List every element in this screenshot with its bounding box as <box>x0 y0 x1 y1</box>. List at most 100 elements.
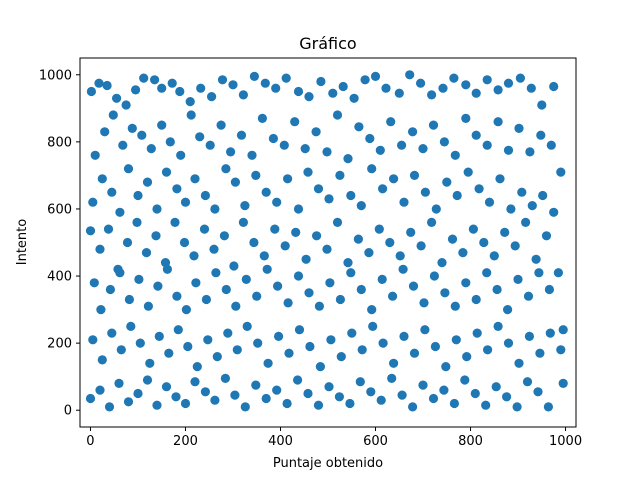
data-point <box>152 204 162 214</box>
data-point <box>162 264 172 274</box>
data-point <box>282 398 292 409</box>
data-point <box>210 204 220 214</box>
data-point <box>345 398 355 409</box>
data-point <box>103 224 114 234</box>
data-point <box>171 392 181 402</box>
chart-title: Gráfico <box>299 34 356 53</box>
data-point <box>199 224 210 234</box>
data-point <box>367 164 377 174</box>
data-point <box>365 133 375 144</box>
data-point <box>133 190 143 201</box>
data-point <box>521 217 531 227</box>
data-point <box>263 358 273 368</box>
data-point <box>461 278 471 288</box>
x-tick-label: 0 <box>86 434 94 449</box>
data-point <box>293 204 304 214</box>
x-axis-label: Puntaje obtenido <box>273 456 383 471</box>
data-point <box>544 284 555 295</box>
data-point <box>253 338 263 348</box>
data-point <box>356 201 366 211</box>
data-point <box>406 227 416 237</box>
data-point <box>471 130 481 140</box>
data-point <box>88 197 98 207</box>
data-point <box>303 167 313 177</box>
data-point <box>525 147 535 157</box>
data-point <box>517 187 527 197</box>
data-point <box>249 71 259 81</box>
data-point <box>440 288 450 298</box>
data-point <box>343 154 353 164</box>
data-point <box>397 390 407 400</box>
data-point <box>228 80 238 90</box>
data-point <box>378 184 388 194</box>
data-point <box>304 288 314 298</box>
data-point <box>210 395 220 405</box>
data-point <box>368 321 378 331</box>
y-tick-label: 600 <box>47 202 72 217</box>
data-point <box>471 294 481 305</box>
y-tick-label: 200 <box>47 337 72 352</box>
x-tick-label: 200 <box>173 434 198 449</box>
data-point <box>451 335 461 345</box>
data-point <box>347 328 357 338</box>
data-point <box>176 150 186 160</box>
data-point <box>418 380 428 390</box>
data-point <box>133 388 143 399</box>
data-point <box>537 100 547 110</box>
data-point <box>357 345 367 355</box>
data-point <box>556 345 566 355</box>
data-point <box>386 117 396 127</box>
x-tick-label: 800 <box>458 434 483 449</box>
data-point <box>274 331 284 341</box>
data-point <box>300 144 310 154</box>
data-point <box>293 86 304 97</box>
data-point <box>223 328 233 338</box>
data-point <box>427 90 437 100</box>
data-point <box>447 234 458 244</box>
data-point <box>470 388 480 399</box>
data-point <box>364 248 374 258</box>
data-point <box>152 400 162 410</box>
data-point <box>503 338 514 348</box>
data-point <box>346 190 356 201</box>
data-point <box>343 258 353 268</box>
data-point <box>313 184 324 194</box>
data-point <box>503 78 514 88</box>
data-point <box>270 224 280 234</box>
scatter-points <box>85 70 568 412</box>
data-point <box>514 358 524 368</box>
data-point <box>142 177 153 187</box>
data-point <box>367 305 377 315</box>
data-point <box>157 83 167 93</box>
data-point <box>280 241 290 251</box>
data-point <box>483 345 493 355</box>
data-point <box>153 281 163 291</box>
data-point <box>175 86 185 97</box>
data-point <box>85 226 96 236</box>
y-tick-label: 800 <box>47 135 72 150</box>
data-point <box>328 88 338 98</box>
data-point <box>405 70 415 80</box>
data-point <box>242 321 252 331</box>
data-point <box>326 335 336 345</box>
data-point <box>553 268 564 278</box>
data-point <box>127 123 137 133</box>
data-point <box>461 113 471 123</box>
data-point <box>313 400 324 410</box>
data-point <box>203 335 213 345</box>
data-point <box>116 345 126 355</box>
data-point <box>385 237 395 248</box>
data-point <box>437 258 447 268</box>
plot-frame <box>79 57 577 428</box>
data-point <box>523 291 534 301</box>
data-point <box>291 227 301 237</box>
data-point <box>450 301 460 311</box>
data-point <box>442 177 452 187</box>
data-point <box>304 92 314 102</box>
data-point <box>186 110 196 120</box>
data-point <box>533 387 543 397</box>
data-point <box>506 204 516 214</box>
data-point <box>418 144 428 154</box>
data-point <box>247 150 257 160</box>
data-point <box>226 147 236 157</box>
